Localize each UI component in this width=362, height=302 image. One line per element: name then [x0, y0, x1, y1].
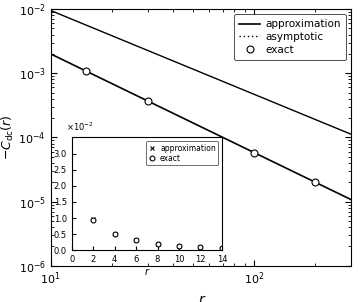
- exact: [313, 181, 317, 184]
- asymptotic: [295, 110, 299, 114]
- approximation: [295, 172, 299, 175]
- asymptotic: [211, 76, 215, 79]
- exact: [146, 99, 150, 103]
- Legend: approximation, asymptotic, exact: approximation, asymptotic, exact: [234, 14, 346, 60]
- Line: approximation: approximation: [51, 54, 351, 200]
- asymptotic: [191, 67, 195, 71]
- approximation: [211, 131, 215, 135]
- Line: asymptotic: asymptotic: [51, 11, 351, 134]
- approximation: [349, 198, 353, 201]
- asymptotic: [49, 9, 53, 12]
- Y-axis label: $-C_{\rm dc}(r)$: $-C_{\rm dc}(r)$: [0, 114, 16, 160]
- exact: [84, 69, 89, 73]
- asymptotic: [349, 133, 353, 136]
- approximation: [191, 121, 195, 125]
- asymptotic: [342, 130, 346, 133]
- asymptotic: [227, 82, 232, 86]
- approximation: [227, 139, 232, 143]
- X-axis label: r: r: [198, 293, 204, 302]
- approximation: [49, 52, 53, 56]
- approximation: [193, 122, 197, 126]
- approximation: [342, 194, 346, 198]
- asymptotic: [193, 68, 197, 72]
- Line: exact: exact: [83, 68, 319, 186]
- exact: [252, 151, 256, 154]
